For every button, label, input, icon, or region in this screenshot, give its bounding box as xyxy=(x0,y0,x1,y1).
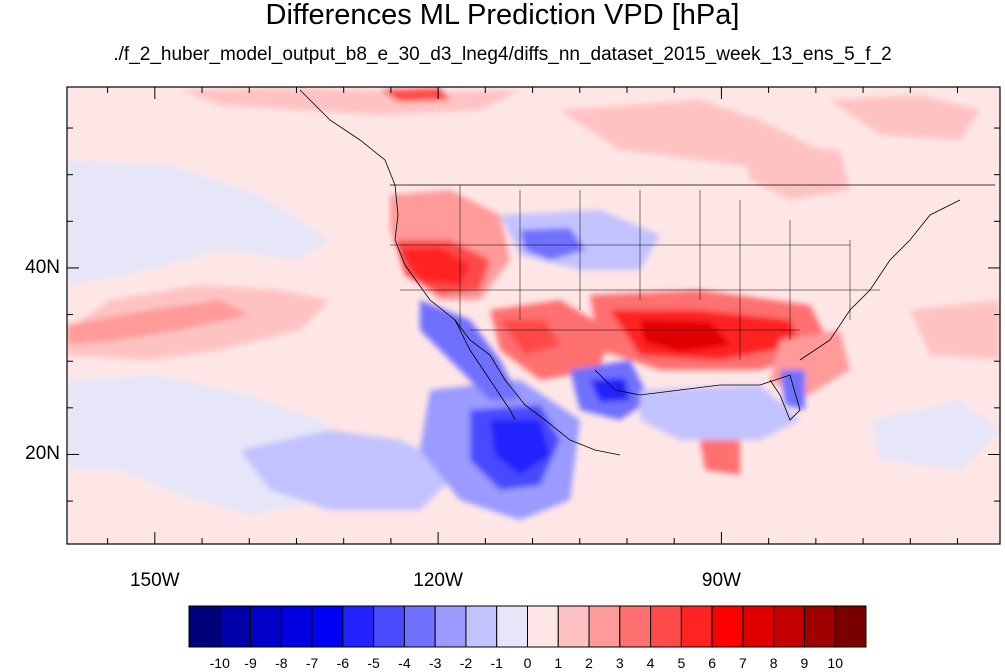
colorbar xyxy=(188,605,867,648)
colorbar-label: -9 xyxy=(244,655,257,671)
coastline-layer xyxy=(299,89,995,456)
colorbar-label: 0 xyxy=(523,655,532,671)
colorbar-label: 6 xyxy=(708,655,717,671)
colorbar-box xyxy=(219,605,252,648)
field-patch xyxy=(640,385,800,440)
colorbar-label: 5 xyxy=(677,655,686,671)
colorbar-label: 1 xyxy=(554,655,563,671)
lat-tick-label: 20N xyxy=(25,443,60,465)
field-patch xyxy=(910,300,1000,360)
field-patch xyxy=(870,400,1000,470)
field-patch xyxy=(780,370,805,410)
state-boundaries xyxy=(390,244,880,331)
colorbar-box xyxy=(373,605,405,648)
colorbar-box xyxy=(527,605,559,648)
colorbar-box xyxy=(588,605,621,648)
colorbar-box xyxy=(496,605,528,648)
field-patch xyxy=(700,440,740,475)
colorbar-label: -7 xyxy=(305,655,319,671)
lat-tick-label: 40N xyxy=(25,256,60,278)
lon-tick-label: 120W xyxy=(413,570,463,591)
colorbar-label: -2 xyxy=(459,655,473,671)
colorbar-label: 4 xyxy=(646,655,655,671)
pacific-coastline xyxy=(299,89,621,456)
colorbar-box xyxy=(742,605,775,648)
colorbar-box xyxy=(557,605,590,648)
field-patch xyxy=(590,378,630,402)
figure-title: Differences ML Prediction VPD [hPa] xyxy=(265,0,740,31)
field-patch xyxy=(67,120,380,200)
field-patch xyxy=(830,95,980,140)
field-patch xyxy=(490,420,550,475)
colorbar-box xyxy=(280,605,313,648)
colorbar-label: -3 xyxy=(428,655,442,671)
map-frame xyxy=(66,86,1001,545)
colorbar-box xyxy=(650,605,682,648)
axis-ticks xyxy=(67,87,1000,544)
colorbar-box xyxy=(834,605,867,648)
field-patch xyxy=(640,320,730,352)
colorbar-label: 8 xyxy=(769,655,778,671)
lon-tick-label: 90W xyxy=(701,570,741,591)
field-layer xyxy=(67,87,1000,544)
colorbar-box xyxy=(434,605,467,648)
colorbar-box xyxy=(465,605,498,648)
lon-tick-label: 150W xyxy=(129,570,180,591)
field-patch xyxy=(520,228,585,260)
colorbar-label: 3 xyxy=(615,655,624,671)
field-patch xyxy=(240,430,460,510)
baja-coastline xyxy=(454,319,516,421)
field-patch xyxy=(500,320,560,355)
colorbar-label: -6 xyxy=(336,655,350,671)
field-patch xyxy=(67,160,330,285)
field-patch xyxy=(400,248,470,285)
colorbar-box xyxy=(342,605,375,648)
colorbar-box xyxy=(773,605,805,648)
colorbar-box xyxy=(680,605,713,648)
colorbar-box xyxy=(711,605,744,648)
colorbar-label: -5 xyxy=(367,655,380,671)
figure-subtitle: ./f_2_huber_model_output_b8_e_30_d3_lneg… xyxy=(113,44,892,65)
colorbar-box xyxy=(188,605,221,648)
gulf-coastline xyxy=(594,369,801,421)
colorbar-label: -4 xyxy=(398,655,411,671)
colorbar-box xyxy=(250,605,282,648)
colorbar-label: -1 xyxy=(490,655,503,671)
colorbar-label: -8 xyxy=(275,655,288,671)
atlantic-coastline xyxy=(799,199,961,361)
colorbar-box xyxy=(803,605,836,648)
colorbar-label: 7 xyxy=(739,655,747,671)
colorbar-label: 10 xyxy=(827,655,843,671)
field-patch xyxy=(380,88,450,102)
field-patch xyxy=(67,300,250,345)
colorbar-label: 2 xyxy=(585,655,593,671)
colorbar-box xyxy=(403,605,436,648)
colorbar-label: 9 xyxy=(800,655,809,671)
colorbar-box xyxy=(619,605,652,648)
colorbar-box xyxy=(311,605,344,648)
colorbar-label: -10 xyxy=(209,655,230,671)
